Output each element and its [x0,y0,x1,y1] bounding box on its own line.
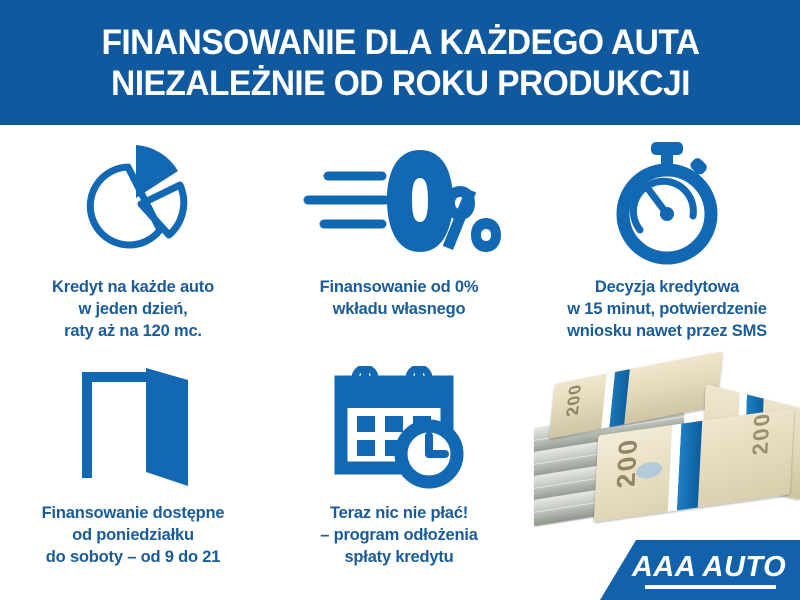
banknote-denomination: 200 [562,382,586,418]
feature-caption-zero-percent: Finansowanie od 0% wkładu własnego [320,276,479,320]
caption-line: raty aż na 120 mc. [64,322,202,340]
feature-caption-decision-time: Decyzja kredytowa w 15 minut, potwierdze… [567,276,767,342]
open-door-icon [70,363,196,493]
caption-line: spłaty kredytu [344,548,454,566]
feature-caption-credit: Kredyt na każde auto w jeden dzień, raty… [52,276,214,342]
caption-line: Finansowanie od 0% [319,278,479,296]
banknote-stacks-image: 200 200 200 [528,351,800,534]
caption-line: Teraz nic nie płać! [329,504,469,522]
feature-cell-opening-hours: Finansowanie dostępne od poniedziałku do… [0,363,266,593]
caption-line: w jeden dzień, [78,300,188,318]
caption-line: Finansowanie dostępne [41,504,225,522]
aaa-auto-logo-text: AAA AUTO [631,550,787,583]
header-title-line-2: NIEZALEŻNIE OD ROKU PRODUKCJI [110,63,690,103]
banknote-denomination: 200 [610,435,644,490]
zero-percent-speed-icon [294,137,504,267]
caption-line: wkładu własnego [332,300,466,318]
caption-line: od poniedziałku [72,526,194,544]
aaa-auto-logo-underline [644,584,776,589]
header-banner: FINANSOWANIE DLA KAŻDEGO AUTA NIEZALEŻNI… [0,0,800,125]
feature-cell-deferred-payment: Teraz nic nie płać! – program odłożenia … [266,363,532,593]
feature-caption-opening-hours: Finansowanie dostępne od poniedziałku do… [42,502,225,568]
caption-line: w 15 minut, potwierdzenie [567,300,767,318]
caption-line: Kredyt na każde auto [52,278,214,296]
feature-cell-zero-percent: Finansowanie od 0% wkładu własnego [266,137,532,367]
caption-line: do soboty – od 9 do 21 [45,548,221,566]
caption-line: – program odłożenia [320,526,478,544]
banknote-band [667,412,703,522]
feature-cell-credit: Kredyt na każde auto w jeden dzień, raty… [0,137,266,367]
header-title-line-1: FINANSOWANIE DLA KAŻDEGO AUTA [100,22,700,62]
caption-line: Decyzja kredytowa [594,278,740,296]
caption-line: wniosku nawet przez SMS [567,322,767,340]
aaa-auto-logo[interactable]: AAA AUTO [600,540,800,600]
feature-grid: Kredyt na każde auto w jeden dzień, raty… [0,125,800,600]
calendar-clock-icon [333,363,465,493]
stopwatch-icon [603,137,731,267]
banknote-denomination: 200 [747,410,775,457]
pie-chart-icon [68,137,198,267]
feature-caption-deferred-payment: Teraz nic nie płać! – program odłożenia … [320,502,478,568]
feature-cell-decision-time: Decyzja kredytowa w 15 minut, potwierdze… [534,137,800,367]
